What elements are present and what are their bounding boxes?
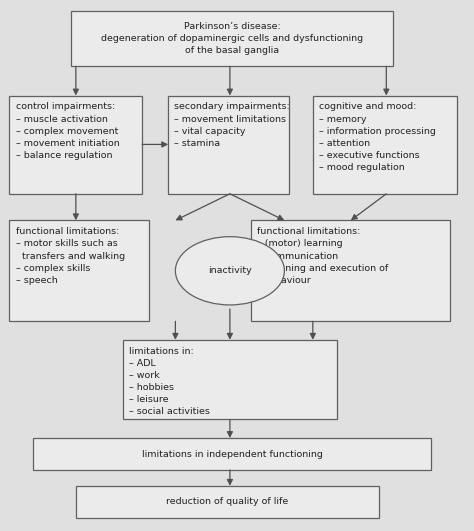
FancyBboxPatch shape <box>313 96 457 194</box>
Text: Parkinson’s disease:
degeneration of dopaminergic cells and dysfunctioning
of th: Parkinson’s disease: degeneration of dop… <box>101 22 364 55</box>
FancyBboxPatch shape <box>9 96 142 194</box>
FancyBboxPatch shape <box>9 220 149 321</box>
FancyBboxPatch shape <box>123 340 337 419</box>
Text: functional limitations:
– (motor) learning
– communication
– planning and execut: functional limitations: – (motor) learni… <box>257 227 389 285</box>
Text: functional limitations:
– motor skills such as
  transfers and walking
– complex: functional limitations: – motor skills s… <box>16 227 125 285</box>
FancyBboxPatch shape <box>251 220 450 321</box>
FancyBboxPatch shape <box>168 96 289 194</box>
FancyBboxPatch shape <box>33 438 431 470</box>
FancyBboxPatch shape <box>76 486 379 518</box>
FancyBboxPatch shape <box>71 11 393 66</box>
Text: secondary impairments:
– movement limitations
– vital capacity
– stamina: secondary impairments: – movement limita… <box>174 102 290 148</box>
Ellipse shape <box>175 237 284 305</box>
Text: inactivity: inactivity <box>208 267 252 275</box>
Text: reduction of quality of life: reduction of quality of life <box>166 498 289 506</box>
Text: limitations in independent functioning: limitations in independent functioning <box>142 450 323 458</box>
Text: cognitive and mood:
– memory
– information processing
– attention
– executive fu: cognitive and mood: – memory – informati… <box>319 102 436 172</box>
Text: limitations in:
– ADL
– work
– hobbies
– leisure
– social activities: limitations in: – ADL – work – hobbies –… <box>129 347 210 416</box>
Text: control impairments:
– muscle activation
– complex movement
– movement initiatio: control impairments: – muscle activation… <box>16 102 119 160</box>
